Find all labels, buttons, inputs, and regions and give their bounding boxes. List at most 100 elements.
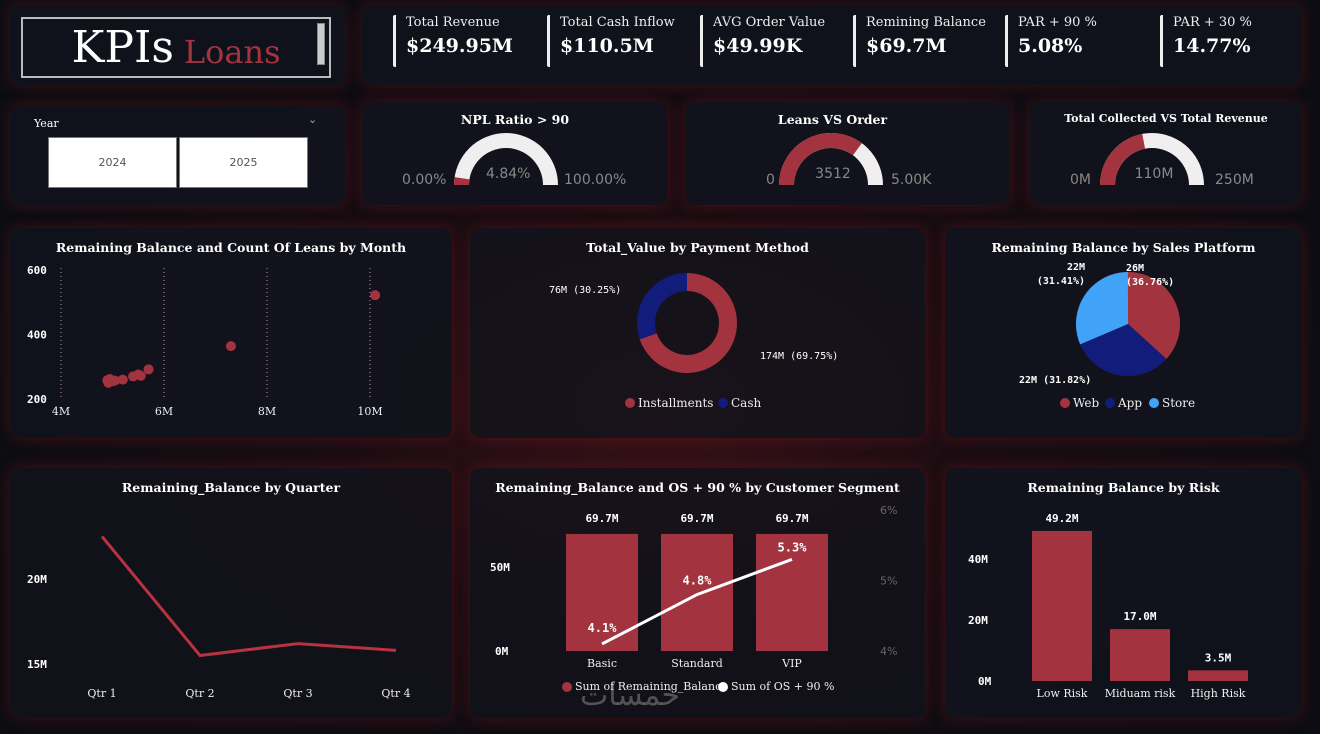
y-tick-label: 200 <box>27 393 47 406</box>
legend-label: Web <box>1073 396 1100 410</box>
kpi-total-cash-inflow: Total Cash Inflow $110.5M <box>547 15 675 67</box>
kpi-value: $249.95M <box>406 35 513 57</box>
x-tick-label: Qtr 3 <box>283 687 312 700</box>
title-accent: Loans <box>183 32 281 71</box>
legend-dot <box>718 398 728 408</box>
data-label: 4.8% <box>683 574 713 588</box>
pie-slice-app <box>1080 324 1167 376</box>
gauge-fill <box>779 133 862 185</box>
scatter-point <box>370 290 381 301</box>
legend-item-remaining-balance[interactable]: Sum of Remaining_Balance <box>562 680 728 693</box>
kpi-value: $110.5M <box>560 35 654 57</box>
legend-dot <box>625 398 635 408</box>
y-tick-label: 15M <box>27 658 47 671</box>
gauge-fill <box>454 177 470 185</box>
line-series <box>100 535 397 658</box>
bar-balance-by-risk: Remaining Balance by Risk 40M 20M 0M 49.2M L… <box>945 468 1302 718</box>
data-label: 17.0M <box>1123 610 1156 623</box>
kpi-label: PAR + 30 % <box>1173 15 1252 30</box>
data-label-installments: 174M (69.75%) <box>760 351 839 362</box>
x-tick-label: 4M <box>52 405 70 418</box>
gauge-title: Leans VS Order <box>777 112 888 127</box>
legend-label: Sum of Remaining_Balance <box>575 680 728 693</box>
x-tick-label: Basic <box>587 657 617 670</box>
donut-svg <box>637 273 737 373</box>
chart-title: Remaining Balance and Count Of Leans by … <box>55 240 407 255</box>
legend-item-installments[interactable]: Installments <box>625 396 713 410</box>
gauge-title: Total Collected VS Total Revenue <box>1064 112 1268 125</box>
year-option-2025[interactable]: 2025 <box>179 137 308 188</box>
legend-item-store[interactable]: Store <box>1149 396 1195 410</box>
chart-title: Remaining_Balance and OS + 90 % by Custo… <box>495 480 900 495</box>
title-box: KPIs Loans <box>21 17 331 78</box>
gauge-svg <box>1100 133 1204 185</box>
gauge-max: 100.00% <box>564 172 627 188</box>
gauge-value: 110M <box>1134 166 1174 182</box>
kpi-par-30: PAR + 30 % 14.77% <box>1160 15 1252 67</box>
bar-svg: 40M 20M 0M 49.2M Low Risk 17.0M Miduam risk 3.5… <box>968 512 1248 700</box>
gauge-value: 3512 <box>815 166 851 182</box>
chart-title: Remaining Balance by Risk <box>1027 480 1220 495</box>
legend-label: App <box>1118 396 1143 410</box>
chevron-down-icon[interactable]: ⌄ <box>308 113 318 126</box>
data-label: 69.7M <box>680 512 713 525</box>
pie-slice-installments <box>639 273 737 373</box>
y2-tick-label: 6% <box>880 504 897 517</box>
x-tick-label: Qtr 1 <box>87 687 116 700</box>
slicer-label: Year <box>34 117 59 130</box>
x-tick-label: Miduam risk <box>1105 687 1176 700</box>
gauge-value: 4.84% <box>486 166 531 182</box>
scrollbar[interactable] <box>317 23 325 65</box>
x-tick-label: Qtr 2 <box>185 687 214 700</box>
legend-item-app[interactable]: App <box>1105 396 1142 410</box>
y-tick-label: 20M <box>968 614 988 627</box>
gauge-max: 250M <box>1215 172 1254 188</box>
pie-slice-web <box>1128 272 1180 360</box>
data-label-store: 22M (31.41%) <box>1036 262 1085 287</box>
gauge-svg <box>779 133 883 185</box>
kpi-label: Remining Balance <box>866 15 986 30</box>
gauge-max: 5.00K <box>891 172 932 188</box>
kpi-label: AVG Order Value <box>713 15 826 30</box>
chart-title: Remaining_Balance by Quarter <box>121 480 341 495</box>
x-tick-label: VIP <box>781 657 802 670</box>
kpi-panel: Total Revenue $249.95M Total Cash Inflow $… <box>362 5 1302 85</box>
y-tick-label: 40M <box>968 553 988 566</box>
data-label-app: 22M (31.82%) <box>1019 375 1092 386</box>
kpi-label: PAR + 90 % <box>1018 15 1097 30</box>
kpi-par-90: PAR + 90 % 5.08% <box>1005 15 1097 67</box>
title-main: KPIs <box>71 22 174 73</box>
kpi-value: 5.08% <box>1018 35 1083 57</box>
y-tick-label: 0M <box>978 675 992 688</box>
data-label-cash: 76M (30.25%) <box>549 285 622 296</box>
gauge-collected-vs-revenue: Total Collected VS Total Revenue 0M 110M… <box>1030 102 1302 205</box>
y-tick-label: 50M <box>490 561 510 574</box>
y-tick-label: 0M <box>495 645 509 658</box>
legend-item-cash[interactable]: Cash <box>718 396 761 410</box>
pie-svg <box>1076 272 1180 376</box>
data-label: 5.3% <box>778 540 808 554</box>
bar <box>1032 530 1092 681</box>
gauge-track <box>454 133 558 185</box>
x-tick-label: 8M <box>258 405 276 418</box>
bar <box>756 533 828 651</box>
y2-tick-label: 5% <box>880 575 897 588</box>
legend-item-web[interactable]: Web <box>1060 396 1099 410</box>
watermark-logo: خمسات <box>580 678 681 713</box>
kpi-label: Total Cash Inflow <box>560 15 675 30</box>
kpi-label: Total Revenue <box>406 15 500 30</box>
chart-title: Remaining Balance by Sales Platform <box>991 240 1256 255</box>
legend-label: Installments <box>638 396 714 410</box>
pie-slice-store <box>1076 272 1128 345</box>
legend-dot <box>1149 398 1159 408</box>
legend-dot <box>562 681 572 692</box>
legend-dot <box>718 681 728 692</box>
data-label: 69.7M <box>585 512 618 525</box>
y-tick-label: 600 <box>27 264 47 277</box>
legend-dot <box>1105 398 1115 408</box>
gauge-fill <box>1100 133 1146 185</box>
scatter-point <box>225 341 236 352</box>
year-option-2024[interactable]: 2024 <box>48 137 177 188</box>
legend-item-os-90[interactable]: Sum of OS + 90 % <box>718 680 834 693</box>
legend-label: Cash <box>731 396 762 410</box>
